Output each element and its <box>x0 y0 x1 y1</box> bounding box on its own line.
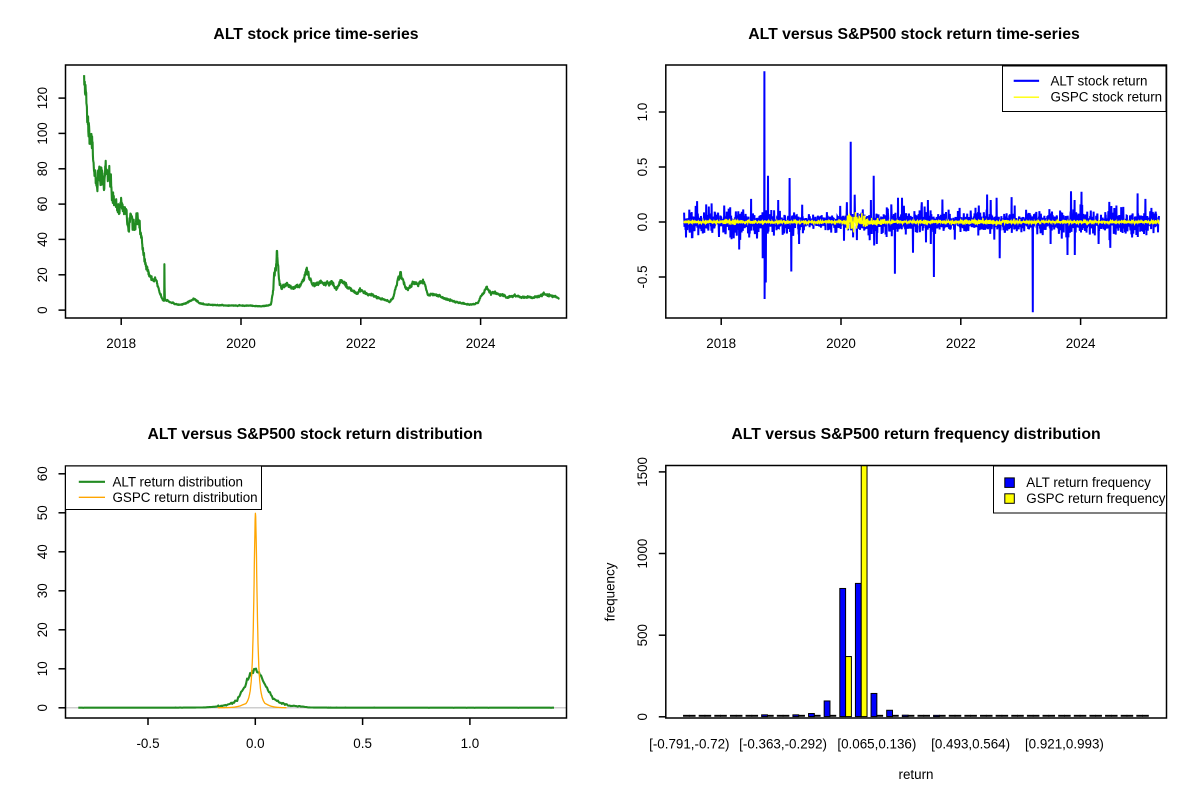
svg-text:ALT stock return: ALT stock return <box>1051 73 1148 88</box>
svg-text:40: 40 <box>35 544 50 559</box>
svg-text:[0.493,0.564): [0.493,0.564) <box>931 737 1010 752</box>
svg-text:0.5: 0.5 <box>635 158 650 177</box>
svg-text:ALT versus S&P500 return frequ: ALT versus S&P500 return frequency distr… <box>731 426 1100 443</box>
svg-text:ALT return distribution: ALT return distribution <box>113 474 244 489</box>
svg-text:ALT return frequency: ALT return frequency <box>1026 475 1151 490</box>
svg-text:20: 20 <box>35 622 50 637</box>
svg-text:GSPC return distribution: GSPC return distribution <box>113 490 258 505</box>
svg-text:50: 50 <box>35 505 50 520</box>
svg-text:0: 0 <box>35 704 50 711</box>
svg-text:1.0: 1.0 <box>461 736 480 751</box>
svg-text:2018: 2018 <box>106 336 136 351</box>
svg-text:30: 30 <box>35 583 50 598</box>
svg-text:2020: 2020 <box>826 336 856 351</box>
svg-text:-0.5: -0.5 <box>635 265 650 288</box>
svg-text:100: 100 <box>35 122 50 144</box>
svg-text:0.5: 0.5 <box>353 736 372 751</box>
svg-text:return: return <box>899 767 934 782</box>
svg-text:0.0: 0.0 <box>635 213 650 232</box>
svg-text:1.0: 1.0 <box>635 103 650 122</box>
svg-text:2024: 2024 <box>466 336 496 351</box>
svg-text:2018: 2018 <box>706 336 736 351</box>
svg-text:500: 500 <box>635 624 650 646</box>
svg-text:2024: 2024 <box>1066 336 1096 351</box>
svg-text:-0.5: -0.5 <box>136 736 159 751</box>
svg-text:1500: 1500 <box>635 457 650 487</box>
svg-text:10: 10 <box>35 661 50 676</box>
svg-text:40: 40 <box>35 232 50 247</box>
svg-text:0: 0 <box>635 713 650 720</box>
svg-text:80: 80 <box>35 161 50 176</box>
svg-text:1000: 1000 <box>635 539 650 569</box>
svg-text:ALT versus S&P500 stock return: ALT versus S&P500 stock return distribut… <box>147 426 482 443</box>
svg-text:[-0.791,-0.72): [-0.791,-0.72) <box>649 737 729 752</box>
svg-text:GSPC return frequency: GSPC return frequency <box>1026 491 1165 506</box>
svg-text:20: 20 <box>35 267 50 282</box>
svg-text:60: 60 <box>35 466 50 481</box>
svg-text:[-0.363,-0.292): [-0.363,-0.292) <box>739 737 827 752</box>
svg-text:ALT stock price time-series: ALT stock price time-series <box>213 26 418 43</box>
svg-text:120: 120 <box>35 87 50 109</box>
svg-text:ALT versus S&P500 stock return: ALT versus S&P500 stock return time-seri… <box>748 26 1080 43</box>
svg-text:[0.065,0.136): [0.065,0.136) <box>837 737 916 752</box>
svg-text:GSPC stock return: GSPC stock return <box>1051 90 1163 105</box>
svg-text:60: 60 <box>35 197 50 212</box>
svg-text:0.0: 0.0 <box>246 736 265 751</box>
svg-text:0: 0 <box>35 306 50 313</box>
svg-text:frequency: frequency <box>603 562 618 621</box>
svg-text:2020: 2020 <box>226 336 256 351</box>
svg-text:2022: 2022 <box>946 336 976 351</box>
svg-text:[0.921,0.993): [0.921,0.993) <box>1025 737 1104 752</box>
svg-text:2022: 2022 <box>346 336 376 351</box>
